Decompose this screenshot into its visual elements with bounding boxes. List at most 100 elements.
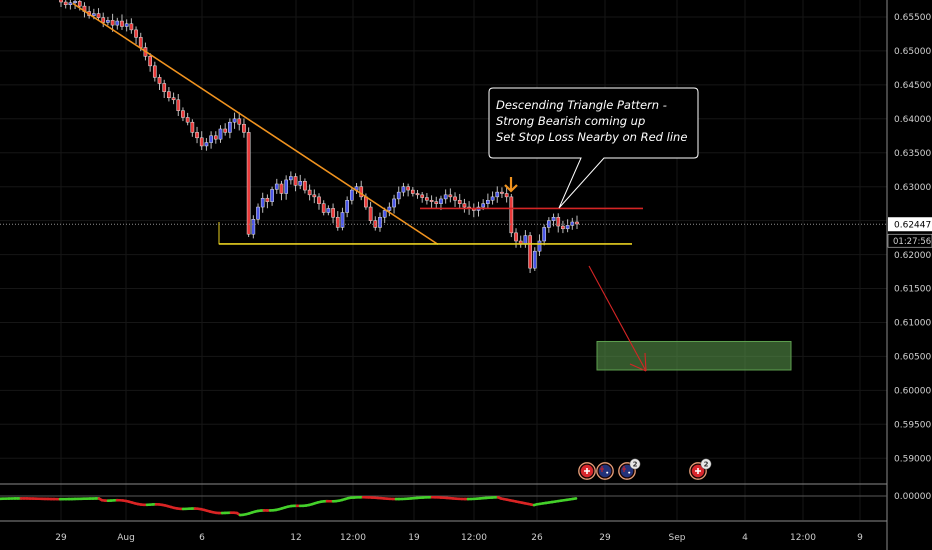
candle-69	[382, 207, 387, 224]
price-tick-8: 0.61500	[894, 285, 931, 295]
candle-86	[462, 198, 467, 213]
countdown-label: 01:27:56	[893, 237, 931, 247]
candle-15	[129, 18, 134, 34]
candle-body	[392, 198, 396, 208]
candle-71	[392, 194, 396, 214]
time-axis[interactable]: 29 Aug 6 12 12:00 19 12:00 26 29 Sep 4 12:00 9	[55, 533, 863, 543]
candle-99	[523, 230, 528, 248]
event-flag-1	[596, 462, 614, 480]
swiss-cross	[695, 468, 701, 474]
candle-body	[293, 176, 298, 186]
candle-67	[373, 216, 378, 231]
candle-91	[486, 193, 490, 209]
countdown-label-bg	[887, 233, 932, 248]
descending-trendline	[72, 2, 439, 246]
price-tick-5: 0.63000	[894, 183, 931, 193]
candle-body	[120, 20, 124, 27]
candle-body	[199, 137, 204, 147]
event-count-badge	[700, 458, 712, 470]
candle-body	[439, 198, 443, 204]
price-tick-12: 0.59500	[894, 420, 931, 430]
candle-body	[307, 189, 312, 196]
flag-star	[606, 471, 609, 474]
candle-body	[237, 118, 242, 125]
candle-93	[495, 186, 500, 203]
candle-105	[551, 213, 556, 227]
candle-48	[284, 175, 289, 200]
candle-24	[171, 92, 176, 105]
candle-body	[532, 250, 537, 269]
candle-68	[378, 212, 382, 232]
candle-19	[148, 53, 152, 72]
candle-body	[171, 97, 176, 101]
candle-35	[223, 123, 228, 136]
candle-37	[232, 112, 237, 129]
event-flag-0	[578, 462, 596, 480]
flag-star	[628, 471, 631, 474]
candle-body	[134, 29, 138, 38]
time-tick-6: 12:00	[461, 533, 487, 543]
candle-42	[256, 203, 260, 224]
candle-body	[537, 240, 542, 252]
candle-body	[218, 128, 223, 140]
candle-83	[448, 188, 453, 203]
callout-box: Descending Triangle Pattern - Strong Bear…	[488, 87, 699, 209]
candle-23	[167, 87, 171, 102]
candle-2	[68, 0, 73, 10]
candle-body	[317, 196, 321, 204]
candle-3	[73, 0, 77, 10]
projection-arrow-head	[629, 352, 647, 372]
candle-body	[415, 193, 420, 196]
candle-16	[134, 26, 138, 45]
candle-body	[115, 20, 120, 26]
candle-55	[317, 193, 321, 210]
candle-body	[242, 123, 246, 133]
candle-body	[453, 196, 457, 201]
candle-22	[162, 79, 167, 98]
target-zone	[596, 340, 792, 371]
candle-body	[382, 210, 387, 218]
candle-body	[406, 186, 410, 191]
time-tick-7: 26	[531, 533, 543, 543]
candle-body	[331, 208, 335, 218]
candle-body	[565, 225, 570, 230]
price-tick-7: 0.62000	[894, 251, 931, 261]
candle-body	[321, 203, 326, 213]
price-axis[interactable]: 0.65500 0.65000 0.64500 0.64000 0.63500 0.630…	[887, 13, 932, 502]
candle-57	[326, 205, 331, 216]
candle-body	[486, 200, 490, 204]
candle-body	[547, 220, 551, 228]
candle-body	[195, 132, 199, 139]
time-tick-10: 4	[742, 533, 748, 543]
callout-shape	[488, 87, 699, 209]
candle-body	[425, 197, 429, 201]
candle-109	[570, 217, 575, 230]
event-count-badge	[629, 458, 641, 470]
candle-27	[185, 112, 190, 126]
current-price-label-bg	[888, 217, 932, 232]
breakout-arrow-marker	[504, 177, 518, 193]
candle-45	[270, 186, 274, 206]
candle-33	[213, 131, 218, 144]
candle-43	[260, 192, 265, 213]
candle-body	[387, 206, 392, 211]
candle-body	[434, 201, 439, 204]
candle-75	[410, 187, 415, 197]
candle-body	[556, 216, 561, 227]
candle-34	[218, 125, 223, 143]
candle-body	[345, 200, 349, 213]
candle-14	[124, 19, 129, 32]
candle-body	[312, 194, 317, 198]
candle-body	[190, 121, 195, 133]
candle-78	[425, 193, 429, 205]
candle-body	[59, 0, 63, 3]
candle-107	[561, 220, 565, 234]
candle-88	[471, 203, 476, 218]
candle-70	[387, 202, 392, 217]
candle-body	[495, 191, 500, 198]
candle-body	[279, 183, 284, 194]
candle-body	[176, 99, 181, 111]
candle-38	[237, 112, 242, 131]
candle-body	[340, 212, 345, 228]
